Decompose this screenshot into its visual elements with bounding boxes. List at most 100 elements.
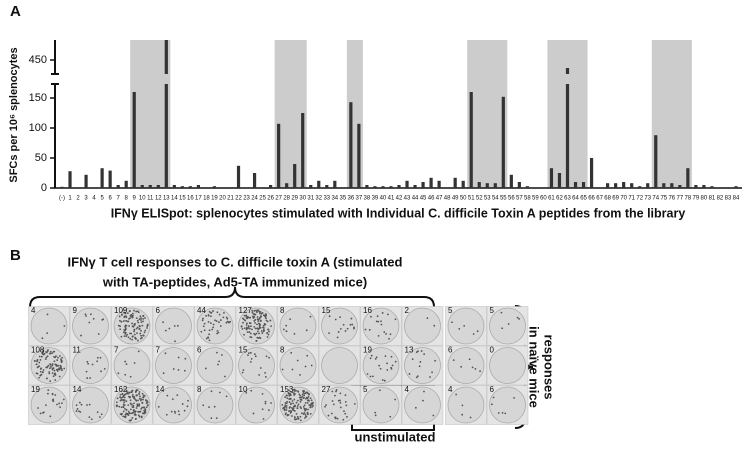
spot bbox=[42, 349, 45, 352]
spot bbox=[135, 417, 137, 420]
x-tick-label: 9 bbox=[133, 196, 137, 202]
spot bbox=[141, 401, 144, 404]
spot bbox=[214, 319, 216, 322]
bar bbox=[188, 186, 192, 188]
spot bbox=[143, 411, 146, 414]
bar bbox=[734, 186, 738, 188]
spot bbox=[51, 364, 54, 367]
bar bbox=[108, 170, 112, 188]
spot bbox=[324, 405, 326, 408]
spot bbox=[136, 310, 139, 313]
x-tick-label: 79 bbox=[693, 196, 700, 202]
spot bbox=[134, 411, 137, 413]
spot bbox=[293, 418, 296, 421]
x-tick-label: 26 bbox=[267, 196, 274, 202]
spot bbox=[339, 401, 342, 404]
spot bbox=[144, 408, 147, 411]
spot bbox=[86, 404, 88, 406]
spot bbox=[286, 413, 289, 416]
spot bbox=[140, 319, 142, 321]
x-tick-label: 49 bbox=[452, 196, 459, 202]
spot bbox=[86, 377, 89, 379]
spot bbox=[216, 311, 219, 314]
spot bbox=[129, 399, 132, 402]
spot bbox=[138, 327, 141, 330]
spot bbox=[293, 394, 296, 396]
spot bbox=[122, 410, 125, 413]
spot bbox=[346, 415, 348, 418]
spot bbox=[257, 322, 260, 325]
spot bbox=[349, 323, 352, 326]
bar bbox=[702, 185, 706, 188]
spot bbox=[285, 394, 288, 397]
x-tick-label: 60 bbox=[540, 196, 547, 202]
x-tick-label: 81 bbox=[709, 196, 716, 202]
spot bbox=[142, 334, 145, 337]
bar bbox=[317, 180, 321, 188]
x-tick-label: 76 bbox=[668, 196, 675, 202]
spot bbox=[58, 367, 61, 369]
spot bbox=[501, 411, 504, 414]
bar bbox=[381, 186, 385, 188]
spot bbox=[144, 399, 147, 401]
well bbox=[447, 386, 485, 424]
spot bbox=[131, 417, 134, 419]
spot bbox=[48, 371, 51, 373]
spot bbox=[243, 333, 245, 336]
spot bbox=[394, 398, 397, 401]
y-tick-label: 450 bbox=[29, 54, 47, 66]
spot bbox=[141, 406, 144, 409]
y-tick-label: 0 bbox=[41, 182, 47, 194]
bar bbox=[196, 185, 201, 188]
bar bbox=[662, 183, 666, 188]
spot bbox=[138, 391, 141, 393]
spot bbox=[270, 325, 273, 328]
spot bbox=[297, 417, 300, 420]
spot bbox=[500, 311, 503, 314]
spot bbox=[51, 368, 54, 371]
spot-count: 5 bbox=[363, 385, 368, 394]
x-tick-label: 7 bbox=[116, 196, 120, 202]
spot bbox=[284, 413, 287, 416]
spot bbox=[135, 327, 138, 330]
spot bbox=[46, 366, 48, 369]
spot bbox=[507, 323, 510, 325]
spot bbox=[306, 397, 309, 400]
spot bbox=[96, 411, 99, 414]
spot bbox=[138, 415, 141, 418]
spot bbox=[292, 402, 295, 405]
spot-count: 13 bbox=[405, 346, 414, 355]
spot bbox=[205, 337, 208, 340]
y-tick-label: 50 bbox=[35, 152, 47, 164]
well bbox=[489, 307, 526, 345]
spot bbox=[296, 405, 299, 407]
spot bbox=[127, 395, 130, 398]
x-tick-label: 35 bbox=[339, 196, 346, 202]
x-tick-label: 29 bbox=[291, 196, 298, 202]
x-tick-label: 8 bbox=[125, 196, 129, 202]
spot-count: 10 bbox=[239, 385, 248, 394]
spot bbox=[374, 414, 377, 417]
bar bbox=[557, 173, 562, 188]
spot bbox=[118, 405, 121, 408]
spot bbox=[344, 400, 347, 403]
spot bbox=[39, 359, 42, 361]
spot bbox=[218, 360, 220, 363]
spot bbox=[290, 402, 292, 405]
spot bbox=[461, 413, 464, 416]
spot bbox=[144, 329, 147, 332]
spot bbox=[137, 311, 140, 314]
spot bbox=[290, 351, 293, 354]
spot bbox=[298, 396, 301, 399]
spot bbox=[218, 321, 220, 324]
spot bbox=[259, 367, 262, 369]
x-tick-label: 51 bbox=[468, 196, 475, 202]
spot bbox=[250, 325, 252, 328]
spot bbox=[434, 359, 437, 362]
well bbox=[72, 347, 109, 384]
spot bbox=[383, 379, 386, 382]
spot bbox=[334, 416, 337, 419]
x-tick-label: 38 bbox=[364, 196, 371, 202]
x-tick-label: 37 bbox=[356, 196, 363, 202]
spot bbox=[299, 415, 302, 418]
